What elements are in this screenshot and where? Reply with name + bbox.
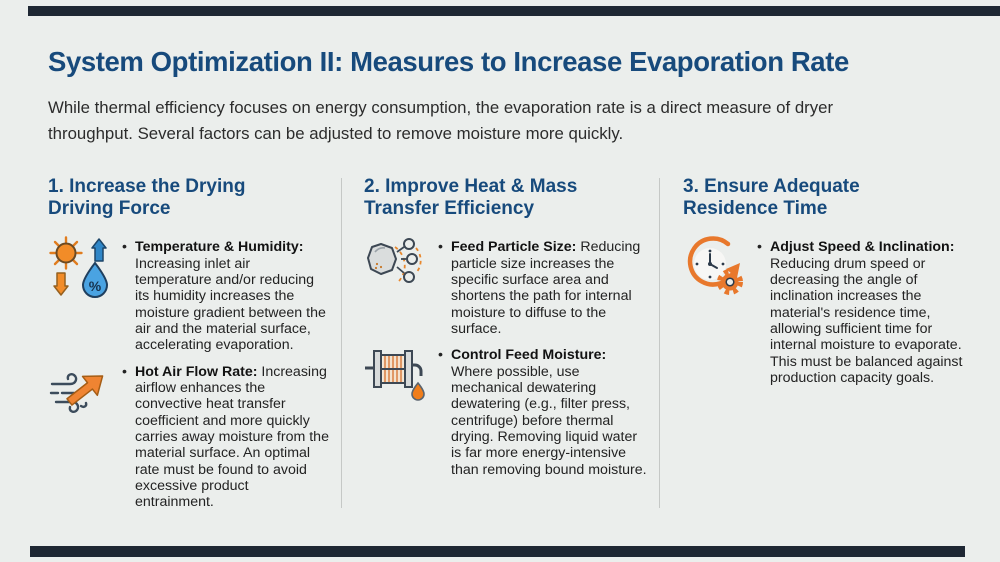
top-accent-bar: [28, 6, 1000, 16]
bullet-lead: Hot Air Flow Rate:: [135, 363, 258, 380]
column-driving-force: 1. Increase the Drying Driving Force %: [48, 176, 330, 512]
column-heading: 1. Increase the Drying Driving Force: [48, 176, 246, 220]
list-item: % • Temperature & Humidity: Increasing i…: [48, 236, 330, 353]
bullet-text: • Hot Air Flow Rate: Increasing airflow …: [122, 364, 330, 511]
bullet-text: • Adjust Speed & Inclination: Reducing d…: [757, 239, 965, 386]
column-divider: [341, 178, 342, 508]
column-heat-mass-transfer: 2. Improve Heat & Mass Transfer Efficien…: [364, 176, 649, 512]
columns-container: 1. Increase the Drying Driving Force %: [48, 176, 965, 512]
bullet-marker: •: [122, 363, 127, 380]
bullet-marker: •: [438, 239, 443, 256]
feed-particle-icon: [364, 235, 428, 337]
list-item: • Feed Particle Size: Reducing particle …: [364, 238, 649, 337]
filter-press-icon: [364, 343, 428, 478]
list-item: • Adjust Speed & Inclination: Reducing d…: [683, 236, 965, 386]
column-heading: 3. Ensure Adequate Residence Time: [683, 176, 860, 220]
svg-text:%: %: [89, 278, 102, 294]
bullet-lead: Temperature & Humidity:: [135, 239, 304, 256]
page-title: System Optimization II: Measures to Incr…: [48, 46, 849, 77]
bullet-description: Reducing drum speed or decreasing the an…: [770, 255, 963, 387]
bullet-description: Reducing particle size increases the spe…: [451, 239, 641, 338]
column-residence-time: 3. Ensure Adequate Residence Time: [683, 176, 965, 512]
bullet-description: Increasing inlet air temperature and/or …: [135, 255, 326, 354]
hot-air-flow-icon: [48, 360, 112, 511]
bullet-text: • Temperature & Humidity: Increasing inl…: [122, 239, 330, 353]
bullet-marker: •: [122, 239, 127, 256]
bullet-text: • Control Feed Moisture: Where possible,…: [438, 347, 649, 478]
bullet-lead: Adjust Speed & Inclination:: [770, 239, 955, 256]
temperature-humidity-icon: %: [48, 235, 112, 353]
bullet-lead: Control Feed Moisture:: [451, 347, 607, 364]
bullet-lead: Feed Particle Size:: [451, 239, 577, 256]
column-divider: [659, 178, 660, 508]
column-heading: 2. Improve Heat & Mass Transfer Efficien…: [364, 176, 578, 220]
bottom-accent-bar: [30, 546, 965, 557]
bullet-description: Where possible, use mechanical dewaterin…: [451, 363, 647, 478]
list-item: • Control Feed Moisture: Where possible,…: [364, 347, 649, 478]
clock-gear-icon: [683, 235, 747, 386]
bullet-marker: •: [438, 347, 443, 364]
intro-paragraph: While thermal efficiency focuses on ener…: [48, 98, 834, 143]
bullet-marker: •: [757, 239, 762, 256]
list-item: • Hot Air Flow Rate: Increasing airflow …: [48, 364, 330, 511]
bullet-text: • Feed Particle Size: Reducing particle …: [438, 239, 649, 337]
bullet-description: Increasing airflow enhances the convecti…: [135, 363, 329, 511]
